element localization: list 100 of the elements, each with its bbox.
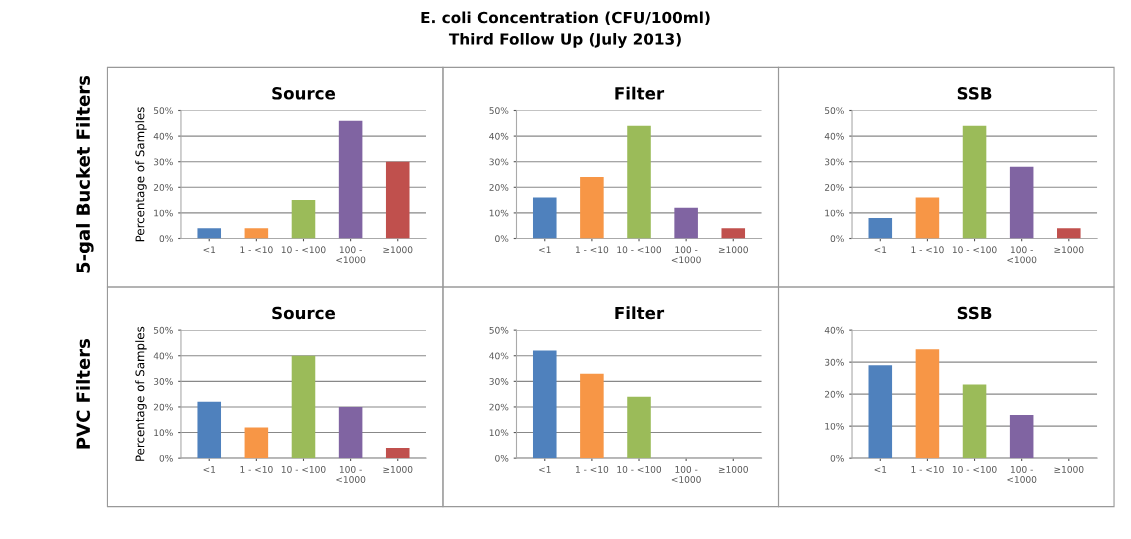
y-tick-label: 20%	[153, 403, 173, 411]
x-tick-label: 100 - <1000	[336, 465, 366, 483]
bar	[1057, 228, 1081, 239]
x-tick-label: 100 - <1000	[1007, 246, 1037, 264]
x-tick-label: 1 - <10	[911, 465, 944, 473]
bar	[580, 373, 604, 459]
text: E. coli Concentration (CFU/100ml)	[421, 11, 710, 26]
y-tick-label: 0%	[495, 454, 509, 462]
bar	[385, 447, 410, 459]
y-axis-title: Percentage of Samples	[135, 107, 147, 242]
bar	[197, 228, 222, 239]
y-tick-label: 30%	[489, 158, 509, 166]
bar	[1009, 166, 1034, 239]
y-tick-label: 10%	[825, 422, 844, 430]
y-tick-label: 50%	[825, 107, 844, 115]
x-tick-label: 10 - <100	[952, 246, 997, 254]
y-tick-label: 50%	[489, 107, 509, 115]
x-tick-label: ≥1000	[718, 246, 748, 254]
y-tick-label: 10%	[154, 209, 173, 217]
y-tick-label: 0%	[159, 454, 173, 462]
y-tick-label: 20%	[489, 403, 509, 411]
y-tick-label: 40%	[153, 352, 173, 360]
y-tick-label: 30%	[825, 358, 844, 366]
y-tick-label: 50%	[153, 107, 173, 115]
bar	[291, 200, 316, 239]
bar	[627, 125, 651, 239]
bar	[868, 218, 893, 239]
x-tick-label: 10 - <100	[617, 246, 662, 254]
y-tick-label: 10%	[489, 209, 509, 217]
y-tick-label: 0%	[830, 235, 844, 243]
x-tick-label: 10 - <100	[617, 465, 662, 473]
bar	[385, 161, 410, 239]
y-tick-label: 0%	[830, 454, 844, 462]
y-tick-label: 0%	[159, 235, 173, 243]
text: PVC Filters	[76, 339, 91, 449]
chart-title: SSB	[957, 306, 992, 320]
y-tick-label: 20%	[489, 184, 509, 191]
y-tick-label: 30%	[153, 158, 173, 166]
bar	[338, 406, 363, 459]
x-tick-label: 10 - <100	[952, 465, 997, 473]
x-tick-label: 100 - <1000	[336, 246, 366, 264]
bar	[721, 228, 746, 239]
x-tick-label: 100 - <1000	[1007, 465, 1037, 483]
x-tick-label: 1 - <10	[240, 246, 273, 254]
x-tick-label: ≥1000	[1054, 465, 1084, 473]
bar	[532, 197, 557, 239]
y-tick-label: 40%	[824, 132, 844, 140]
bar	[915, 349, 940, 459]
bar	[674, 207, 698, 239]
x-tick-label: 10 - <100	[281, 246, 326, 254]
bar	[197, 401, 222, 459]
y-tick-label: 20%	[153, 184, 173, 191]
bar	[532, 350, 557, 459]
y-tick-label: 10%	[154, 429, 173, 437]
y-tick-label: 50%	[489, 326, 509, 334]
chart-title: Source	[272, 306, 336, 320]
x-tick-label: <1	[203, 246, 216, 254]
x-tick-label: 1 - <10	[575, 465, 609, 473]
x-tick-label: 1 - <10	[575, 246, 609, 254]
x-tick-label: <1	[874, 466, 887, 473]
text: 5-gal Bucket Filters	[76, 75, 94, 273]
y-tick-label: 20%	[824, 390, 844, 398]
bar	[580, 177, 604, 239]
text: Third Follow Up (July 2013)	[448, 32, 681, 48]
bar	[338, 120, 363, 239]
bar	[962, 125, 987, 239]
bar	[291, 355, 316, 459]
y-tick-label: 0%	[495, 235, 509, 243]
y-tick-label: 10%	[489, 429, 509, 437]
x-tick-label: ≥1000	[383, 246, 413, 254]
y-axis-title: Percentage of Samples	[135, 326, 147, 461]
bar	[962, 384, 987, 459]
chart-title: SSB	[957, 87, 992, 100]
x-tick-label: <1	[539, 246, 551, 254]
x-tick-label: <1	[539, 466, 551, 473]
y-tick-label: 30%	[153, 378, 173, 385]
y-tick-label: 10%	[825, 209, 844, 217]
bar	[868, 365, 893, 459]
bar	[627, 396, 651, 459]
x-tick-label: ≥1000	[718, 465, 748, 473]
chart-title: Source	[272, 87, 336, 100]
x-tick-label: <1	[874, 246, 887, 254]
y-tick-label: 40%	[153, 132, 173, 140]
y-tick-label: 50%	[153, 326, 173, 334]
y-tick-label: 40%	[489, 352, 509, 360]
bar	[244, 228, 269, 239]
x-tick-label: ≥1000	[1054, 246, 1084, 254]
x-tick-label: 1 - <10	[911, 246, 944, 254]
y-tick-label: 40%	[489, 132, 509, 140]
bar	[244, 427, 269, 459]
bar	[1009, 414, 1034, 459]
y-tick-label: 30%	[825, 158, 844, 166]
y-tick-label: 20%	[824, 184, 844, 191]
chart-title: Filter	[615, 86, 665, 100]
x-tick-label: ≥1000	[383, 465, 413, 473]
y-tick-label: 40%	[824, 326, 844, 334]
x-tick-label: <1	[203, 466, 216, 473]
x-tick-label: 100 - <1000	[671, 246, 701, 264]
x-tick-label: 10 - <100	[281, 465, 326, 473]
bar	[915, 197, 940, 239]
